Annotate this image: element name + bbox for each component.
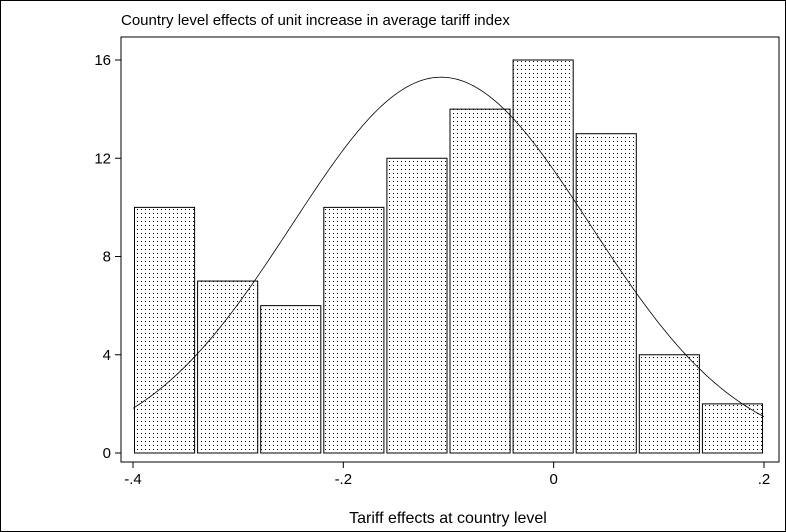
x-tick-label: -.2 — [335, 471, 353, 488]
y-axis: 0 4 8 12 16 — [94, 52, 122, 462]
chart-title: Country level effects of unit increase i… — [121, 12, 510, 29]
histogram-bar-4 — [323, 206, 385, 454]
bars-group — [134, 59, 764, 454]
histogram-bar-6 — [449, 108, 511, 454]
x-tick-label: .2 — [758, 471, 771, 488]
x-tick-label: 0 — [549, 471, 557, 488]
histogram-bar-1 — [134, 206, 196, 454]
normal-density-curve — [132, 76, 765, 418]
histogram-bar-3 — [260, 305, 322, 454]
y-tick-label: 12 — [94, 150, 111, 167]
y-tick-label: 4 — [103, 347, 111, 364]
x-axis: -.4 -.2 0 .2 — [124, 461, 771, 488]
histogram-bar-7 — [512, 59, 574, 454]
y-tick-label: 16 — [94, 52, 111, 69]
histogram-bar-5 — [386, 157, 448, 454]
x-axis-title: Tariff effects at country level — [349, 510, 547, 527]
histogram-bar-9 — [638, 354, 700, 454]
y-tick-label: 0 — [103, 445, 111, 462]
histogram-bar-2 — [197, 280, 259, 454]
histogram-bar-8 — [575, 133, 637, 454]
histogram-bar-10 — [701, 403, 764, 454]
x-tick-label: -.4 — [124, 471, 142, 488]
y-tick-label: 8 — [103, 249, 111, 266]
